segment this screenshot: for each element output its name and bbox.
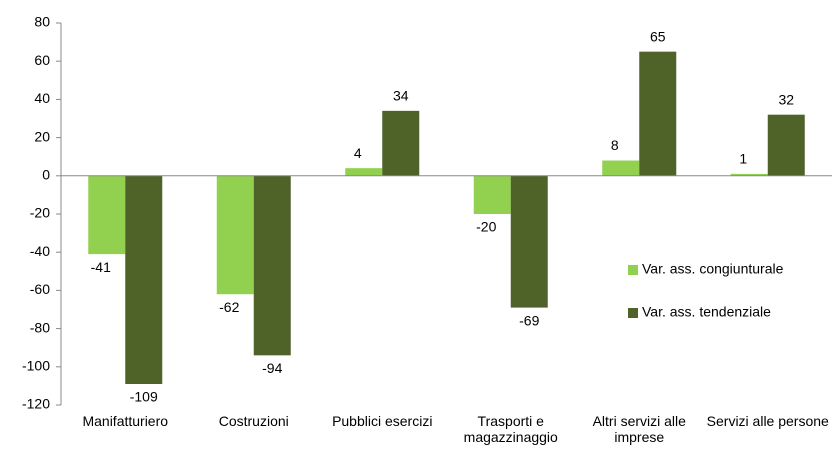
legend-label: Var. ass. tendenziale	[642, 304, 771, 320]
bar	[639, 51, 677, 176]
y-tick-label: -40	[30, 243, 50, 259]
y-tick-label: -20	[30, 205, 50, 221]
value-label: -41	[91, 259, 111, 275]
x-tick-label: Servizi alle persone	[706, 413, 829, 429]
y-tick-label: 40	[34, 90, 50, 106]
bar	[125, 175, 163, 384]
bar	[216, 175, 254, 295]
y-tick-label: -120	[22, 396, 50, 412]
bar	[510, 175, 548, 308]
y-tick-label: 60	[34, 52, 50, 68]
x-tick-label: Manifatturiero	[82, 413, 169, 429]
value-label: -69	[519, 312, 539, 328]
value-label: 8	[611, 137, 619, 153]
value-label: 65	[650, 28, 666, 44]
y-tick-label: 20	[34, 128, 50, 144]
x-tick-label: Costruzioni	[218, 413, 289, 429]
bar	[88, 175, 126, 255]
bar	[382, 110, 420, 176]
value-label: -62	[219, 299, 239, 315]
bar	[473, 175, 511, 214]
value-label: 34	[393, 88, 409, 104]
legend-swatch	[628, 265, 638, 275]
legend-label: Var. ass. congiunturale	[642, 261, 784, 277]
value-label: 32	[778, 91, 794, 107]
bar	[730, 173, 768, 176]
x-tick-label: Pubblici esercizi	[332, 413, 433, 429]
y-tick-label: -80	[30, 319, 50, 335]
value-label: 4	[354, 145, 362, 161]
legend-swatch	[628, 308, 638, 318]
x-tick-label: Altri servizi alle imprese	[592, 413, 686, 445]
y-tick-label: -60	[30, 281, 50, 297]
value-label: -109	[130, 389, 158, 405]
value-label: 1	[739, 151, 747, 167]
bar	[345, 168, 383, 176]
y-tick-label: -100	[22, 358, 50, 374]
bar	[767, 114, 805, 176]
x-tick-label: Trasporti e magazzinaggio	[463, 413, 558, 445]
value-label: -94	[262, 360, 282, 376]
bar	[253, 175, 291, 356]
bar	[602, 160, 640, 176]
y-tick-label: 0	[42, 167, 50, 183]
value-label: -20	[476, 219, 496, 235]
y-tick-label: 80	[34, 14, 50, 30]
